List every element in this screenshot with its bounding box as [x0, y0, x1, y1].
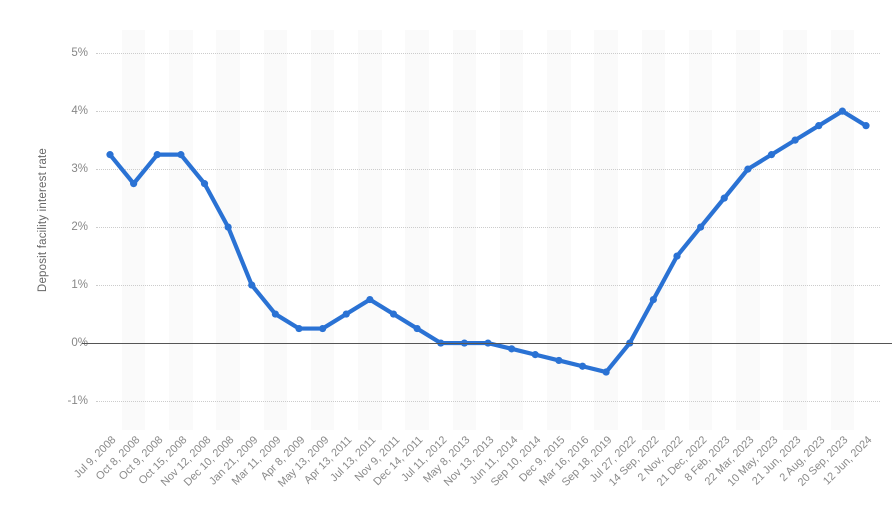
data-point[interactable] — [862, 122, 870, 130]
y-axis-tick-labels: 5% 4% 3% 2% 1% 0% -1% — [40, 30, 88, 430]
background-band — [169, 30, 193, 430]
background-band — [358, 30, 382, 430]
background-band — [547, 30, 571, 430]
zero-baseline — [82, 343, 892, 345]
data-point[interactable] — [271, 310, 279, 318]
data-point[interactable] — [389, 310, 398, 318]
y-axis-tick-label: 2% — [71, 221, 88, 234]
background-band — [641, 30, 666, 430]
data-point[interactable] — [295, 324, 303, 333]
data-point[interactable] — [555, 356, 563, 365]
data-point[interactable] — [791, 136, 799, 144]
data-point[interactable] — [767, 151, 776, 159]
data-point[interactable] — [200, 180, 209, 188]
plot-area — [82, 30, 892, 430]
gridline — [96, 169, 880, 171]
x-axis-tick-labels: Jul 9, 2008 Oct 8, 2008 Oct 9, 2008 Oct 15,… — [72, 434, 880, 518]
data-point[interactable] — [366, 295, 374, 304]
data-point[interactable] — [153, 151, 161, 159]
gridline — [96, 227, 880, 229]
gridline — [96, 111, 880, 113]
data-point[interactable] — [106, 151, 114, 159]
background-band — [452, 30, 477, 430]
data-point[interactable] — [744, 165, 752, 173]
background-band — [499, 30, 524, 430]
data-point[interactable] — [720, 194, 728, 202]
data-point[interactable] — [319, 324, 327, 333]
background-band — [830, 30, 855, 430]
background-band — [736, 30, 760, 430]
series-data-points — [106, 107, 870, 376]
data-point[interactable] — [508, 345, 516, 353]
gridlines — [96, 30, 880, 430]
data-point[interactable] — [531, 351, 539, 359]
data-point[interactable] — [224, 223, 232, 231]
gridline — [96, 53, 880, 55]
y-axis-tick-label: -1% — [67, 395, 88, 407]
data-point[interactable] — [413, 324, 421, 333]
data-point[interactable] — [602, 368, 610, 376]
y-axis-tick-label: 1% — [71, 279, 88, 292]
gridline — [96, 401, 880, 402]
data-point[interactable] — [130, 180, 138, 188]
data-point[interactable] — [815, 122, 823, 130]
data-point[interactable] — [248, 281, 256, 289]
background-band — [263, 30, 288, 430]
y-axis-tick-label: 4% — [71, 105, 88, 118]
data-point[interactable] — [838, 107, 846, 115]
data-point[interactable] — [673, 252, 681, 260]
background-band — [594, 30, 618, 430]
zero-line-layer — [82, 30, 892, 430]
data-point[interactable] — [342, 310, 350, 318]
background-band — [783, 30, 807, 430]
y-axis-tick-label: 5% — [71, 47, 88, 60]
data-point[interactable] — [649, 295, 657, 304]
data-point[interactable] — [177, 151, 185, 159]
background-band — [121, 30, 146, 430]
y-axis-tick-label: 3% — [71, 163, 88, 176]
data-point[interactable] — [578, 362, 587, 370]
gridline — [96, 285, 880, 287]
data-point[interactable] — [697, 223, 705, 231]
y-axis-tick-label: 0% — [71, 337, 88, 350]
